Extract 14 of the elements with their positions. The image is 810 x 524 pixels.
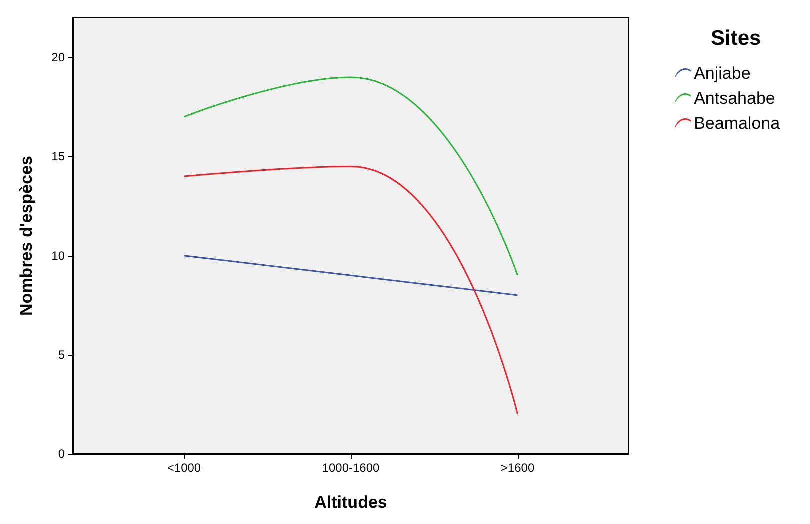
x-axis-title: Altitudes — [314, 493, 388, 512]
x-tick-label: >1600 — [500, 461, 535, 475]
y-axis-title: Nombres d'espèces — [17, 156, 36, 316]
y-tick-label: 10 — [52, 248, 66, 263]
legend-label: Antsahabe — [694, 89, 776, 108]
legend-label: Anjiabe — [694, 64, 751, 83]
x-tick-label: 1000-1600 — [322, 461, 380, 475]
y-tick-label: 20 — [52, 50, 66, 65]
x-tick-label: <1000 — [167, 461, 202, 475]
y-tick-label: 0 — [58, 447, 66, 461]
legend-label: Beamalona — [694, 114, 781, 133]
y-tick-label: 5 — [58, 348, 66, 362]
legend-title: Sites — [711, 27, 762, 50]
y-tick-label: 15 — [52, 150, 66, 164]
